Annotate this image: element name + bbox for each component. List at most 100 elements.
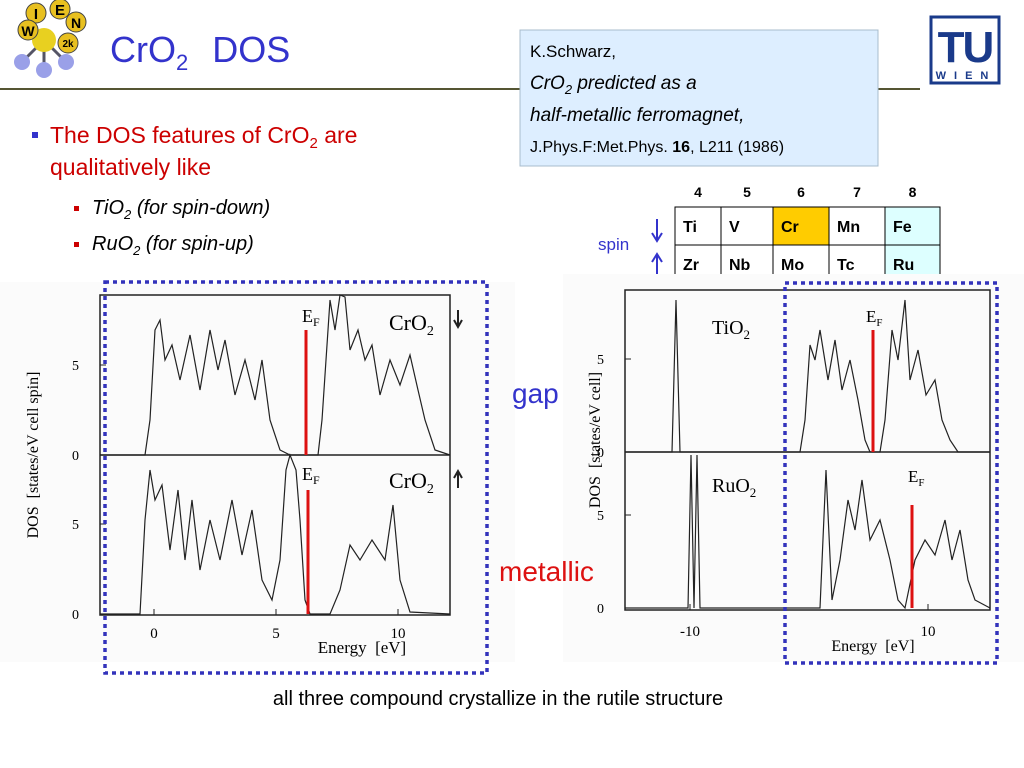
fermi-label: EF [908, 467, 925, 489]
element-symbol: Tc [837, 257, 855, 274]
periodic-table: 4 5 6 7 8 Ti V Cr Mn Fe Zr Nb Mo Tc Ru [674, 184, 941, 284]
label-part: E [302, 306, 313, 326]
spin-label: spin [598, 235, 629, 254]
logo-atom [17, 19, 39, 41]
spin-up-arrow [651, 252, 663, 276]
group-number: 5 [743, 184, 751, 200]
logo-atom [25, 2, 47, 24]
element-cell [674, 206, 722, 246]
bullet-text: qualitatively like [50, 154, 211, 180]
title-text: CrO [110, 29, 176, 70]
sub-bullet: TiO2 (for spin-down) [92, 197, 270, 222]
x-tick-label: 10 [921, 624, 936, 640]
logo-atom [65, 11, 87, 33]
group-number: 8 [909, 184, 917, 200]
spin-arrow [453, 468, 463, 488]
group-number: 7 [853, 184, 861, 200]
logo-atom [49, 0, 71, 20]
element-symbol: Fe [893, 219, 912, 236]
element-symbol: Zr [683, 257, 699, 274]
element-cell [828, 206, 886, 246]
element-symbol: Mn [837, 219, 860, 236]
spin-arrow [453, 310, 463, 330]
x-tick-label: 10 [391, 626, 406, 642]
right-plot: TiO2 RuO2 EF EF Energy [eV] DOS [states/… [563, 274, 1024, 662]
tu-frame [929, 15, 1001, 85]
y-tick-label: 5 [597, 353, 604, 368]
y-tick-label: 0 [597, 602, 604, 617]
tu-logo: TU WIEN [929, 15, 1001, 85]
highlight-box [783, 281, 999, 665]
label-sub: 2 [427, 482, 434, 497]
element-symbol: Ru [893, 257, 914, 274]
label-part: TiO [712, 317, 744, 339]
plot-background [563, 274, 1024, 662]
label-sub: 2 [750, 485, 757, 500]
gap-annotation: gap [512, 378, 559, 409]
logo-letter: E [55, 2, 65, 19]
logo-letter: 2k [62, 39, 74, 50]
bullet-sub: 2 [132, 243, 141, 258]
dos-curve [625, 454, 991, 610]
y-axis-label: DOS [states/eV cell spin] [25, 372, 42, 539]
bullet-marker [74, 206, 79, 211]
element-symbol: Cr [781, 219, 799, 236]
label-part: E [302, 464, 313, 484]
panel-label: CrO2 [389, 310, 434, 339]
element-symbol: Nb [729, 257, 751, 274]
title-text: DOS [212, 29, 290, 70]
bullet-text: The DOS features of CrO2 are [50, 122, 357, 152]
logo-atom [32, 28, 56, 52]
label-sub: F [313, 315, 320, 329]
label-sub: F [313, 473, 320, 487]
fermi-label: EF [302, 464, 320, 487]
ref-text: predicted as a [572, 73, 697, 94]
dos-curve [100, 294, 451, 456]
left-plot: CrO2 CrO2 EF EF Energy [eV] DOS [states/… [0, 282, 515, 662]
highlight-box [103, 280, 489, 675]
title-sub: 2 [176, 50, 188, 75]
x-tick-label: 0 [150, 626, 158, 642]
x-tick-label: 5 [272, 626, 280, 642]
tu-text: WIEN [936, 70, 997, 82]
dos-curve [625, 299, 990, 453]
spin-down-arrow [651, 219, 663, 243]
caption: all three compound crystallize in the ru… [273, 688, 723, 710]
logo-letter: I [34, 6, 38, 23]
logo-atom [36, 62, 52, 78]
panel-label: CrO2 [389, 468, 434, 497]
logo-letter: N [71, 15, 81, 31]
label-sub: F [918, 477, 924, 489]
slide-title: CrO2 DOS [110, 29, 290, 75]
group-number: 6 [797, 184, 805, 200]
plot-frame [624, 289, 991, 611]
panel-label: TiO2 [712, 317, 750, 342]
logo-letter: W [21, 23, 35, 39]
bullet-marker [74, 242, 79, 247]
label-part: E [908, 467, 918, 486]
x-axis-label: Energy [eV] [318, 638, 406, 657]
logo-atom [14, 54, 30, 70]
x-tick-label: -10 [680, 624, 700, 640]
bullet-part: TiO [92, 197, 124, 219]
ref-text: CrO [530, 73, 565, 94]
y-tick-label: 0 [72, 449, 79, 464]
y-tick-label: 5 [597, 509, 604, 524]
ref-sub: 2 [564, 82, 573, 97]
bullet-marker [32, 132, 38, 138]
logo: I E N W 2k [14, 0, 87, 78]
reference-journal: J.Phys.F:Met.Phys. 16, L211 (1986) [530, 139, 784, 156]
bullet-part: (for spin-up) [140, 233, 253, 255]
element-symbol: Mo [781, 257, 804, 274]
bullet-part: are [318, 122, 358, 148]
fermi-label: EF [302, 306, 320, 329]
ref-volume: 16 [672, 139, 690, 156]
metallic-annotation: metallic [499, 556, 594, 587]
label-sub: 2 [744, 327, 751, 342]
reference-author: K.Schwarz, [530, 42, 616, 61]
reference-line: half-metallic ferromagnet, [530, 105, 744, 126]
bullet-sub: 2 [123, 207, 132, 222]
y-axis-label: DOS [states/eV cell] [587, 372, 604, 508]
label-part: RuO [712, 475, 750, 497]
